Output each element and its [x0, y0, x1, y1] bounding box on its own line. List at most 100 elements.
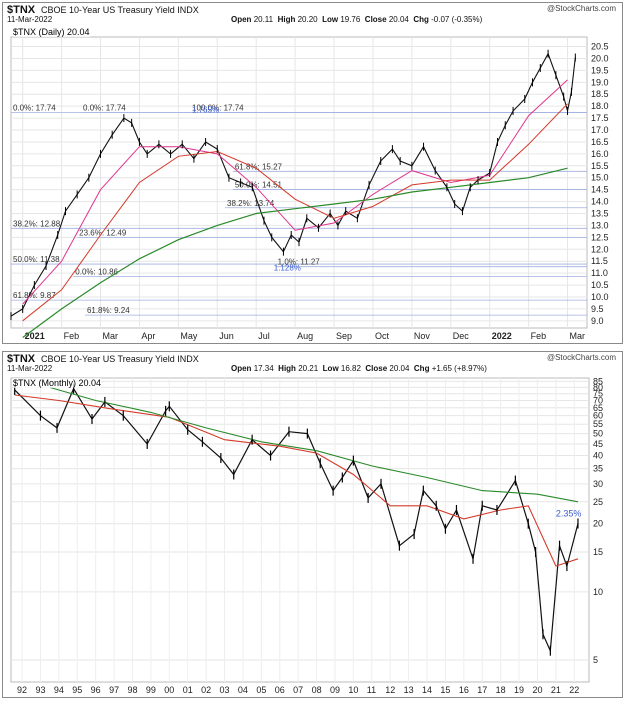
- monthly-chart-panel: $TNX CBOE 10-Year US Treasury Yield INDX…: [2, 351, 623, 698]
- monthly-annotation: 2.35%: [556, 509, 582, 519]
- monthly-y-tick-label: 65: [593, 403, 603, 413]
- monthly-y-tick-label: 5: [593, 655, 598, 665]
- daily-annotation: 0.0%: 10.86: [75, 267, 118, 276]
- daily-x-tick-label: Sep: [336, 331, 352, 341]
- monthly-x-tick-label: 14: [422, 685, 432, 695]
- monthly-chart-header: $TNX CBOE 10-Year US Treasury Yield INDX…: [3, 352, 622, 374]
- monthly-y-tick-label: 20: [593, 519, 603, 529]
- monthly-x-tick-label: 13: [404, 685, 414, 695]
- monthly-date: 11-Mar-2022: [7, 364, 53, 373]
- daily-y-tick-label: 15.5: [591, 161, 609, 171]
- daily-annotation: 100.0%: 17.74: [192, 103, 244, 112]
- monthly-legend: $TNX (Monthly) 20.04: [13, 378, 102, 388]
- monthly-x-tick-label: 15: [440, 685, 450, 695]
- monthly-x-tick-label: 92: [17, 685, 27, 695]
- monthly-x-tick-label: 04: [238, 685, 248, 695]
- monthly-y-tick-label: 15: [593, 547, 603, 557]
- daily-y-tick-label: 20.0: [591, 53, 609, 63]
- monthly-x-tick-label: 21: [551, 685, 561, 695]
- daily-annotation: 23.6%: 12.49: [79, 229, 127, 238]
- daily-y-tick-label: 18.0: [591, 101, 609, 111]
- daily-y-tick-label: 13.5: [591, 209, 609, 219]
- daily-y-tick-label: 20.5: [591, 42, 609, 52]
- daily-y-tick-label: 14.5: [591, 185, 609, 195]
- daily-series-line: [22, 103, 568, 322]
- daily-title: CBOE 10-Year US Treasury Yield: [41, 5, 175, 15]
- daily-y-tick-label: 19.0: [591, 77, 609, 87]
- monthly-x-tick-label: 17: [477, 685, 487, 695]
- daily-y-tick-label: 13.0: [591, 220, 609, 230]
- daily-y-tick-label: 11.5: [591, 256, 608, 266]
- monthly-y-tick-label: 40: [593, 451, 603, 461]
- daily-chart-header: $TNX CBOE 10-Year US Treasury Yield INDX…: [3, 3, 622, 25]
- monthly-x-tick-label: 01: [183, 685, 193, 695]
- monthly-x-tick-label: 22: [569, 685, 579, 695]
- daily-x-tick-label: Feb: [531, 331, 547, 341]
- daily-ohlc: Open 20.11 High 20.20 Low 19.76 Close 20…: [231, 15, 483, 24]
- monthly-x-tick-label: 00: [164, 685, 174, 695]
- daily-annotation: 38.2%: 12.88: [13, 219, 61, 228]
- daily-y-tick-label: 9.5: [591, 304, 604, 314]
- monthly-x-tick-label: 96: [91, 685, 101, 695]
- daily-symbol: $TNX: [7, 4, 36, 16]
- daily-annotation: 61.8%: 9.24: [87, 306, 130, 315]
- monthly-y-tick-label: 80: [593, 382, 603, 392]
- monthly-series-line: [14, 387, 579, 654]
- monthly-title: CBOE 10-Year US Treasury Yield: [41, 354, 175, 364]
- daily-series-line: [22, 167, 568, 338]
- daily-x-tick-label: Mar: [570, 331, 586, 341]
- daily-y-tick-label: 15.0: [591, 173, 609, 183]
- daily-annotation: 50.0%: 14.51: [235, 180, 283, 189]
- daily-x-tick-label: Mar: [103, 331, 119, 341]
- monthly-x-tick-label: 95: [72, 685, 82, 695]
- daily-y-tick-label: 19.5: [591, 65, 609, 75]
- daily-exchange: INDX: [177, 5, 199, 15]
- monthly-brand: @StockCharts.com: [546, 353, 616, 362]
- daily-annotation: 50.0%: 11.38: [13, 255, 60, 264]
- monthly-y-tick-label: 75: [593, 389, 603, 399]
- monthly-x-tick-label: 08: [312, 685, 322, 695]
- daily-annotation: 1.128%: [274, 263, 301, 272]
- daily-x-tick-label: Aug: [297, 331, 313, 341]
- daily-y-tick-label: 16.0: [591, 149, 609, 159]
- monthly-x-tick-label: 02: [201, 685, 211, 695]
- monthly-symbol: $TNX: [7, 353, 36, 365]
- monthly-x-tick-label: 03: [220, 685, 230, 695]
- monthly-x-tick-label: 19: [514, 685, 524, 695]
- monthly-x-tick-label: 11: [367, 685, 376, 695]
- daily-annotation: 0.0%: 17.74: [83, 103, 126, 112]
- monthly-y-tick-label: 60: [593, 411, 603, 421]
- monthly-y-tick-label: 35: [593, 464, 603, 474]
- daily-annotation: 0.0%: 17.74: [13, 103, 56, 112]
- daily-y-tick-label: 12.0: [591, 244, 609, 254]
- daily-x-tick-label: Apr: [141, 331, 155, 341]
- daily-annotation: 1.765%: [192, 106, 219, 115]
- monthly-exchange: INDX: [177, 354, 199, 364]
- daily-annotation: 1.0%: 11.27: [278, 258, 321, 267]
- daily-annotation: 61.8%: 15.27: [235, 162, 283, 171]
- daily-y-tick-label: 14.0: [591, 197, 609, 207]
- monthly-x-tick-label: 16: [459, 685, 469, 695]
- daily-y-tick-label: 11.0: [591, 268, 608, 278]
- daily-x-tick-label: 2022: [492, 331, 512, 341]
- monthly-ohlc: Open 17.34 High 20.21 Low 16.82 Close 20…: [231, 364, 487, 373]
- monthly-y-tick-label: 85: [593, 376, 603, 386]
- monthly-y-tick-label: 45: [593, 439, 603, 449]
- monthly-x-tick-label: 94: [54, 685, 64, 695]
- daily-x-tick-label: May: [180, 331, 198, 341]
- daily-annotation: 61.8%: 9.87: [13, 291, 56, 300]
- daily-x-tick-label: Jun: [219, 331, 234, 341]
- daily-chart-svg: 20.520.0 19.5 19.0 18.5 18.0 17.5 17.0 16.5 16.0…: [10, 36, 609, 341]
- daily-x-tick-label: Nov: [414, 331, 431, 341]
- daily-y-tick-label: 17.5: [591, 113, 609, 123]
- daily-x-tick-label: Jul: [258, 331, 270, 341]
- daily-plot-area: [10, 36, 588, 329]
- monthly-x-tick-label: 09: [330, 685, 340, 695]
- monthly-y-tick-label: 70: [593, 396, 603, 406]
- monthly-x-tick-label: 10: [348, 685, 358, 695]
- monthly-x-tick-label: 97: [109, 685, 119, 695]
- daily-annotation: 38.2%: 13.74: [227, 199, 275, 208]
- daily-y-tick-label: 12.5: [591, 232, 609, 242]
- daily-x-tick-label: Feb: [64, 331, 80, 341]
- daily-y-tick-label: 9.0: [591, 316, 604, 326]
